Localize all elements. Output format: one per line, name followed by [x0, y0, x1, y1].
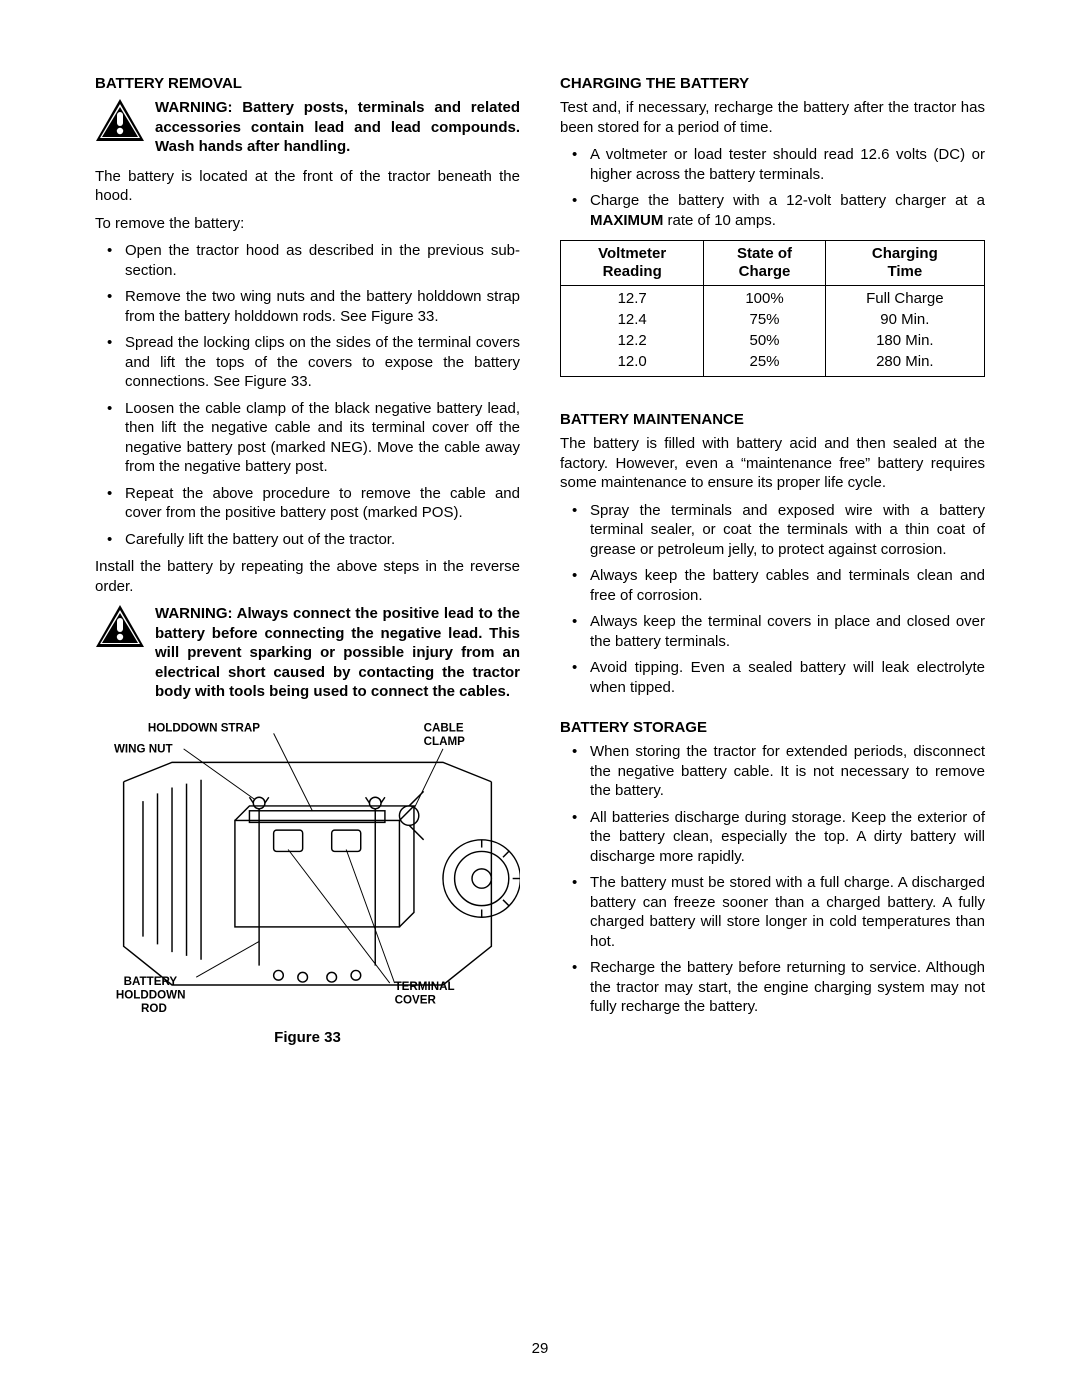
warning-block-2: WARNING: Always connect the posi­tive le… [95, 604, 520, 702]
removal-steps-list: Open the tractor hood as described in th… [95, 241, 520, 549]
list-item: Spread the locking clips on the sides of… [95, 333, 520, 392]
para-remove-intro: To remove the battery: [95, 214, 520, 234]
label-cable-clamp-1: CABLE [424, 721, 464, 734]
label-wing-nut: WING NUT [114, 742, 173, 755]
storage-list: When storing the tractor for extended pe… [560, 742, 985, 1017]
th2b: Charge [739, 263, 791, 280]
charge-rate-end: rate of 10 amps. [663, 212, 776, 229]
maintenance-list: Spray the terminals and exposed wire wit… [560, 501, 985, 698]
label-bhr-2: HOLDDOWN [116, 988, 186, 1001]
list-item: Charge the battery with a 12-volt batter… [560, 191, 985, 230]
para-charging-intro: Test and, if necessary, recharge the bat… [560, 98, 985, 137]
left-column: BATTERY REMOVAL WARNING: Battery posts, … [95, 75, 520, 1046]
table-cell: 12.7 [561, 286, 704, 310]
table-header: VoltmeterReading [561, 241, 704, 286]
table-cell: 12.4 [561, 309, 704, 330]
table-header: State ofCharge [704, 241, 825, 286]
battery-diagram-svg: HOLDDOWN STRAP WING NUT CABLE CLAMP BATT… [95, 714, 520, 1014]
charge-rate-bold: MAXIMUM [590, 212, 663, 229]
list-item: Recharge the battery before returning to… [560, 958, 985, 1017]
figure-caption: Figure 33 [95, 1029, 520, 1046]
heading-maintenance: BATTERY MAINTENANCE [560, 411, 985, 428]
table-cell: Full Charge [825, 286, 984, 310]
charge-rate-pre: Charge the battery with a 12-volt batter… [590, 192, 985, 209]
table-cell: 280 Min. [825, 351, 984, 377]
table-cell: 180 Min. [825, 330, 984, 351]
label-terminal-cover-2: COVER [395, 993, 437, 1006]
heading-storage: BATTERY STORAGE [560, 719, 985, 736]
warning-block-1: WARNING: Battery posts, terminals and re… [95, 98, 520, 157]
list-item: The battery must be stored with a full c… [560, 873, 985, 951]
table-row: 12.7 100% Full Charge [561, 286, 985, 310]
table-row: 12.2 50% 180 Min. [561, 330, 985, 351]
heading-battery-removal: BATTERY REMOVAL [95, 75, 520, 92]
th2a: State of [737, 245, 792, 262]
para-maintenance-intro: The battery is filled with battery acid … [560, 434, 985, 493]
right-column: CHARGING THE BATTERY Test and, if necess… [560, 75, 985, 1046]
th1b: Reading [603, 263, 662, 280]
label-terminal-cover-1: TERMINAL [395, 979, 455, 992]
figure-33: HOLDDOWN STRAP WING NUT CABLE CLAMP BATT… [95, 714, 520, 1046]
warning-triangle-icon [95, 98, 145, 142]
th1a: Voltmeter [598, 245, 666, 262]
table-cell: 100% [704, 286, 825, 310]
label-cable-clamp-2: CLAMP [424, 734, 466, 747]
list-item: Always keep the terminal covers in place… [560, 612, 985, 651]
list-item: Remove the two wing nuts and the battery… [95, 287, 520, 326]
warning-text-2: WARNING: Always connect the posi­tive le… [155, 604, 520, 702]
th3b: Time [887, 263, 922, 280]
table-row: 12.4 75% 90 Min. [561, 309, 985, 330]
list-item: When storing the tractor for extended pe… [560, 742, 985, 801]
warning-text-1: WARNING: Battery posts, terminals and re… [155, 98, 520, 157]
para-install-reverse: Install the battery by repeating the abo… [95, 557, 520, 596]
warning-triangle-icon [95, 604, 145, 648]
table-cell: 12.2 [561, 330, 704, 351]
two-column-layout: BATTERY REMOVAL WARNING: Battery posts, … [95, 75, 985, 1046]
table-cell: 90 Min. [825, 309, 984, 330]
para-battery-location: The battery is located at the front of t… [95, 167, 520, 206]
table-row: 12.0 25% 280 Min. [561, 351, 985, 377]
page-number: 29 [0, 1340, 1080, 1357]
label-bhr-1: BATTERY [124, 974, 178, 987]
list-item: Avoid tipping. Even a sealed battery wil… [560, 658, 985, 697]
list-item: Open the tractor hood as described in th… [95, 241, 520, 280]
label-holddown-strap: HOLDDOWN STRAP [148, 721, 260, 734]
th3a: Charging [872, 245, 938, 262]
label-bhr-3: ROD [141, 1002, 167, 1014]
heading-charging: CHARGING THE BATTERY [560, 75, 985, 92]
list-item: Repeat the above procedure to remove the… [95, 484, 520, 523]
charging-table: VoltmeterReading State ofCharge Charging… [560, 240, 985, 377]
table-cell: 75% [704, 309, 825, 330]
list-item: Spray the terminals and exposed wire wit… [560, 501, 985, 560]
table-cell: 25% [704, 351, 825, 377]
list-item: Loosen the cable clamp of the black nega… [95, 399, 520, 477]
table-cell: 50% [704, 330, 825, 351]
list-item: Carefully lift the battery out of the tr… [95, 530, 520, 550]
table-cell: 12.0 [561, 351, 704, 377]
list-item: Always keep the battery cables and termi… [560, 566, 985, 605]
list-item: A voltmeter or load tester should read 1… [560, 145, 985, 184]
charging-list: A voltmeter or load tester should read 1… [560, 145, 985, 230]
list-item: All batteries discharge during storage. … [560, 808, 985, 867]
table-header: ChargingTime [825, 241, 984, 286]
